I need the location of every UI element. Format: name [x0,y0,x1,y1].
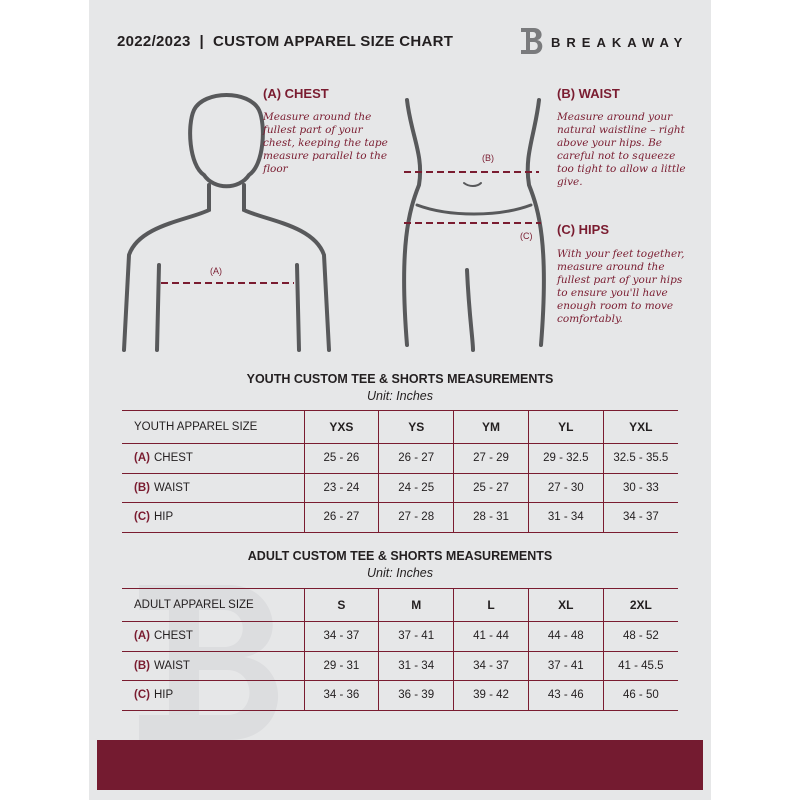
size-header: YM [453,410,529,444]
measure-letter: (A) [134,452,150,465]
table-cell: 27 - 28 [378,502,454,533]
page-title: 2022/2023 | CUSTOM APPAREL SIZE CHART [117,33,454,50]
adult-size-table: ADULT APPAREL SIZE S M L XL 2XL (A) CHEST 34 - 3… [122,588,678,711]
table-cell: 28 - 31 [453,502,529,533]
waist-instructions: Measure around your natural waistline – … [557,111,686,188]
table-cell: 34 - 37 [303,621,379,652]
brand-logo-icon [521,28,543,54]
hips-heading: (C) HIPS [557,222,609,237]
table-cell: 31 - 34 [527,502,604,533]
size-header: M [378,588,454,622]
table-cell: 48 - 52 [602,621,678,652]
footer-band [97,740,703,790]
table-row: (A) CHEST 34 - 37 37 - 41 41 - 44 44 - 48 48 -… [122,621,678,652]
table-cell: 34 - 36 [303,680,379,711]
table-cell: 34 - 37 [602,502,678,533]
chest-heading: (A) CHEST [263,86,329,101]
waist-marker: (B) [482,153,494,163]
size-header: YXS [303,410,379,444]
table-row: (B) WAIST 23 - 24 24 - 25 25 - 27 27 - 30 30 -… [122,473,678,503]
table-cell: 37 - 41 [378,621,454,652]
table-cell: 44 - 48 [527,621,604,652]
measure-letter: (A) [134,630,150,643]
table-cell: 32.5 - 35.5 [602,443,678,474]
table-cell: 37 - 41 [527,651,604,681]
header-row: ADULT APPAREL SIZE S M L XL 2XL [122,588,678,622]
waist-heading: (B) WAIST [557,86,620,101]
table-cell: 23 - 24 [303,473,379,503]
hips-instructions: With your feet together, measure around … [557,248,685,325]
table-cell: 29 - 32.5 [527,443,604,474]
table-cell: 26 - 27 [303,502,379,533]
table-row: (C) HIP 34 - 36 36 - 39 39 - 42 43 - 46 46 - 5… [122,680,678,711]
table-row: (A) CHEST 25 - 26 26 - 27 27 - 29 29 - 32.5 32… [122,443,678,474]
torso-figure [402,98,546,352]
table-cell: 27 - 30 [527,473,604,503]
size-header: XL [527,588,604,622]
table-cell: 24 - 25 [378,473,454,503]
table-cell: 30 - 33 [602,473,678,503]
corner-label: ADULT APPAREL SIZE [122,588,304,622]
brand-name: BREAKAWAY [551,35,689,50]
measure-letter: (B) [134,659,150,672]
chest-instructions: Measure around the fullest part of your … [263,111,388,175]
table-cell: 39 - 42 [453,680,529,711]
chest-figure [122,93,331,352]
table-row: (C) HIP 26 - 27 27 - 28 28 - 31 31 - 34 34 - 3… [122,502,678,533]
measure-name: WAIST [153,481,190,494]
table-cell: 43 - 46 [527,680,604,711]
measure-name: WAIST [153,659,190,672]
header-row: YOUTH APPAREL SIZE YXS YS YM YL YXL [122,410,678,444]
table-row: (B) WAIST 29 - 31 31 - 34 34 - 37 37 - 41 41 -… [122,651,678,681]
table-cell: 46 - 50 [602,680,678,711]
size-header: YS [378,410,454,444]
size-header: YL [527,410,604,444]
youth-section-title: YOUTH CUSTOM TEE & SHORTS MEASUREMENTS [246,372,554,386]
hips-marker: (C) [520,231,533,241]
table-cell: 29 - 31 [303,651,379,681]
measure-letter: (B) [134,481,150,494]
table-cell: 27 - 29 [453,443,529,474]
table-cell: 41 - 44 [453,621,529,652]
measure-label: (B) WAIST [122,651,304,681]
size-header: L [453,588,529,622]
adult-unit: Unit: Inches [366,566,433,580]
measure-label: (B) WAIST [122,473,304,503]
chest-marker: (A) [210,266,222,276]
youth-size-table: YOUTH APPAREL SIZE YXS YS YM YL YXL (A) CHEST 25… [122,410,678,533]
youth-unit: Unit: Inches [366,389,433,403]
size-header: 2XL [602,588,678,622]
table-cell: 34 - 37 [453,651,529,681]
measure-label: (C) HIP [122,680,304,711]
measure-label: (C) HIP [122,502,304,533]
measure-name: CHEST [153,452,193,465]
adult-section-title: ADULT CUSTOM TEE & SHORTS MEASUREMENTS [247,549,553,563]
measure-name: CHEST [153,630,193,643]
corner-label: YOUTH APPAREL SIZE [122,410,304,444]
measure-letter: (C) [134,511,150,524]
table-cell: 26 - 27 [378,443,454,474]
measure-name: HIP [153,511,174,524]
measure-label: (A) CHEST [122,621,304,652]
table-cell: 25 - 26 [303,443,379,474]
table-cell: 41 - 45.5 [602,651,678,681]
size-header: YXL [602,410,678,444]
table-cell: 36 - 39 [378,680,454,711]
size-chart-page: 2022/2023 | CUSTOM APPAREL SIZE CHART BR… [89,0,711,800]
measure-letter: (C) [134,689,150,702]
table-cell: 25 - 27 [453,473,529,503]
size-header: S [303,588,379,622]
measure-label: (A) CHEST [122,443,304,474]
measure-name: HIP [153,689,174,702]
table-cell: 31 - 34 [378,651,454,681]
